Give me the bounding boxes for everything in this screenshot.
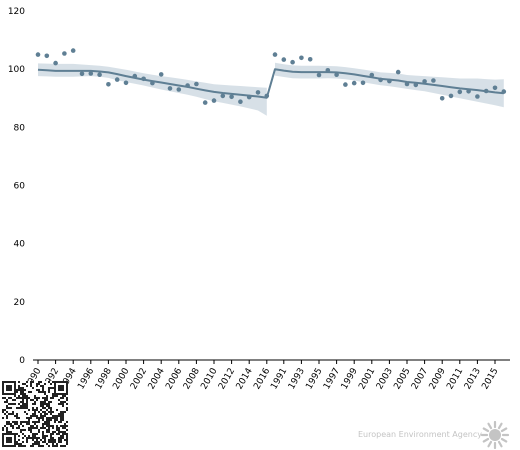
data-point xyxy=(246,94,252,100)
data-point xyxy=(387,78,392,84)
data-point xyxy=(211,98,217,103)
data-point xyxy=(123,80,129,86)
data-point xyxy=(351,80,357,86)
trend-line xyxy=(37,68,504,99)
x-tick-label: 2009 xyxy=(428,366,448,391)
y-tick-label: 0 xyxy=(19,356,25,366)
x-tick-label: 1995 xyxy=(304,367,324,392)
data-point xyxy=(176,87,182,92)
data-point xyxy=(369,72,375,78)
x-tick-label: 2003 xyxy=(375,367,395,392)
x-tick-label: 2013 xyxy=(463,367,483,392)
data-point xyxy=(88,71,94,76)
y-tick-label: 100 xyxy=(8,65,25,75)
data-point xyxy=(132,73,138,79)
data-point xyxy=(150,80,155,86)
eea-logo-text: European Environment Agency xyxy=(358,430,482,439)
data-point xyxy=(422,79,427,84)
data-point xyxy=(79,71,85,77)
x-tick-label: 1993 xyxy=(287,367,307,392)
data-point xyxy=(281,57,287,62)
data-point xyxy=(194,81,199,87)
confidence-band xyxy=(275,62,504,108)
y-tick-label: 120 xyxy=(8,7,25,17)
data-point xyxy=(448,93,454,99)
data-point xyxy=(229,94,234,100)
y-tick-label: 40 xyxy=(14,240,26,250)
data-point xyxy=(492,85,498,91)
x-axis-ticks: 1990199219941996199820002002200420062008… xyxy=(23,360,501,392)
data-point xyxy=(35,52,41,57)
data-point xyxy=(272,52,278,57)
data-point xyxy=(114,77,120,82)
x-tick-label: 2008 xyxy=(182,366,202,391)
x-tick-label: 2014 xyxy=(235,366,255,391)
y-tick-label: 20 xyxy=(14,298,26,308)
data-point xyxy=(141,76,146,82)
data-point xyxy=(483,88,489,94)
data-points xyxy=(35,48,507,105)
data-point xyxy=(439,96,445,101)
x-tick-label: 2010 xyxy=(199,366,219,391)
data-point xyxy=(106,82,111,87)
data-point xyxy=(343,82,348,87)
data-point xyxy=(501,89,507,94)
x-tick-label: 1997 xyxy=(322,367,342,392)
data-point xyxy=(290,59,295,65)
x-tick-label: 2007 xyxy=(410,367,430,392)
data-point xyxy=(44,53,50,59)
data-point xyxy=(238,99,243,104)
y-axis-ticks: 0 20 40 60 80 100 120 xyxy=(8,7,25,366)
data-point xyxy=(62,51,67,56)
data-point xyxy=(378,77,383,83)
data-point xyxy=(466,89,471,94)
data-point xyxy=(70,48,76,53)
x-tick-label: 1991 xyxy=(269,367,289,392)
x-tick-label: 2015 xyxy=(480,367,500,392)
data-point xyxy=(185,83,190,88)
data-point xyxy=(431,78,436,83)
data-point xyxy=(299,55,304,61)
x-tick-label: 2011 xyxy=(445,367,465,392)
confidence-band xyxy=(38,63,267,116)
x-tick-label: 1996 xyxy=(76,366,96,391)
data-point xyxy=(255,90,261,95)
x-tick-label: 2001 xyxy=(357,367,377,392)
x-tick-label: 2012 xyxy=(217,367,237,392)
data-point xyxy=(167,86,173,91)
x-tick-label: 2000 xyxy=(111,366,131,391)
data-point xyxy=(404,81,410,87)
x-tick-label: 2004 xyxy=(147,366,167,391)
data-point xyxy=(264,93,270,99)
y-tick-label: 80 xyxy=(14,123,26,133)
y-tick-label: 60 xyxy=(14,182,26,192)
data-point xyxy=(413,82,419,88)
x-tick-label: 1999 xyxy=(340,366,360,391)
data-point xyxy=(360,80,366,86)
data-point xyxy=(316,72,322,78)
data-point xyxy=(395,69,401,75)
data-point xyxy=(202,100,208,105)
data-point xyxy=(307,57,313,62)
data-point xyxy=(220,93,226,99)
data-point xyxy=(97,72,102,77)
x-tick-label: 2006 xyxy=(164,366,184,391)
data-point xyxy=(475,94,480,99)
trend-lines xyxy=(37,68,504,99)
confidence-bands xyxy=(38,62,504,116)
data-point xyxy=(53,60,58,66)
data-point xyxy=(325,68,331,73)
data-point xyxy=(334,72,339,77)
x-tick-label: 2002 xyxy=(129,367,149,392)
x-tick-label: 1998 xyxy=(94,366,114,391)
qr-code-icon xyxy=(2,381,68,447)
eea-sun-logo-icon xyxy=(481,421,509,449)
data-point xyxy=(457,89,463,95)
data-point xyxy=(158,72,164,77)
x-tick-label: 2005 xyxy=(392,367,412,392)
